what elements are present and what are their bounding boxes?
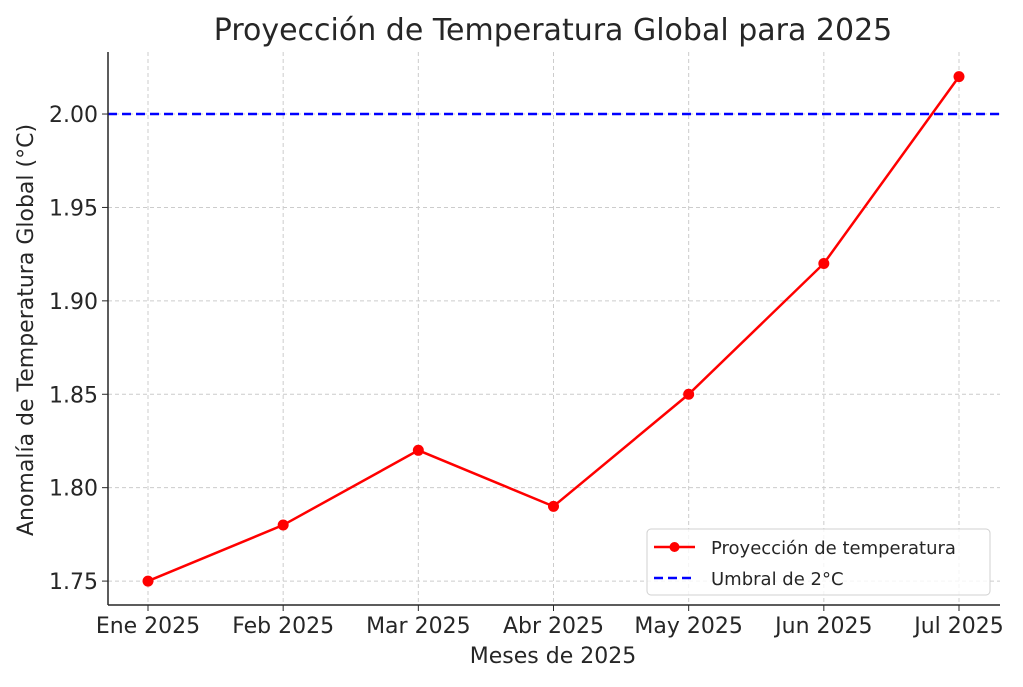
data-point — [412, 444, 424, 456]
legend: Proyección de temperatura Umbral de 2°C — [646, 528, 991, 596]
y-tick-label: 1.80 — [49, 477, 98, 502]
x-tick-label: Jun 2025 — [773, 614, 872, 639]
chart-title: Proyección de Temperatura Global para 20… — [214, 13, 893, 48]
y-axis-label: Anomalía de Temperatura Global (°C) — [14, 124, 39, 536]
x-tick-label: Feb 2025 — [232, 614, 334, 639]
data-point — [683, 388, 695, 400]
legend-label-series: Proyección de temperatura — [711, 538, 956, 559]
x-axis-label: Meses de 2025 — [470, 644, 636, 669]
y-tick-label: 1.75 — [49, 570, 98, 595]
data-point — [142, 575, 154, 587]
x-tick-label: Jul 2025 — [912, 614, 1004, 639]
x-tick-label: Ene 2025 — [96, 614, 200, 639]
data-point — [818, 257, 830, 269]
legend-marker-series — [669, 542, 680, 552]
x-tick-label: May 2025 — [634, 614, 742, 639]
data-point — [953, 71, 965, 83]
y-tick-label: 1.90 — [49, 290, 98, 315]
legend-box — [646, 528, 991, 596]
data-point — [548, 500, 559, 512]
x-tick-label: Abr 2025 — [503, 614, 604, 639]
x-tick-label: Mar 2025 — [366, 614, 471, 639]
y-tick-label: 1.95 — [49, 196, 98, 221]
y-tick-label: 2.00 — [49, 103, 98, 128]
data-point — [277, 519, 289, 531]
legend-label-threshold: Umbral de 2°C — [711, 569, 844, 590]
y-tick-label: 1.85 — [49, 383, 98, 408]
